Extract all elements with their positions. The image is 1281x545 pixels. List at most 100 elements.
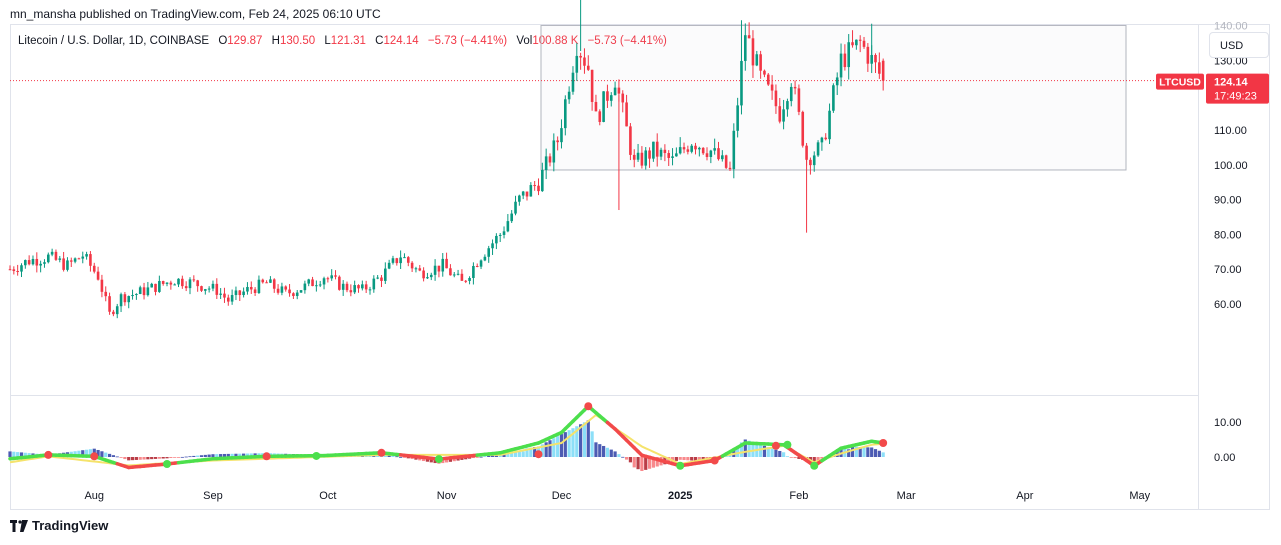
osc-histogram-bar (759, 444, 763, 457)
osc-histogram-bar (23, 452, 27, 457)
candle-body (659, 149, 663, 157)
osc-histogram-bar (567, 430, 571, 457)
osc-histogram-bar (693, 457, 698, 461)
osc-cross-dot (44, 450, 53, 459)
candle-body (338, 276, 341, 290)
osc-histogram-bar (858, 447, 862, 457)
candle-body (261, 279, 265, 283)
osc-histogram-bar (134, 457, 138, 460)
osc-histogram-bar (165, 457, 169, 459)
candle-body (230, 295, 234, 302)
osc-histogram-bar (743, 439, 747, 457)
candle-body (667, 153, 671, 158)
osc-histogram-bar (678, 457, 682, 460)
osc-histogram-bar (709, 457, 713, 462)
osc-histogram-bar (540, 444, 544, 457)
x-tick-label: Oct (319, 490, 336, 502)
candle-body (629, 126, 632, 155)
candle-body (491, 243, 494, 249)
osc-histogram-bar (146, 457, 150, 460)
footer-brand-label: TradingView (32, 518, 109, 533)
candle-body (69, 260, 73, 262)
candle-body (62, 258, 65, 270)
osc-histogram-bar (226, 453, 230, 457)
candle-body (276, 288, 280, 293)
candle-body (92, 265, 96, 272)
osc-histogram-bar (215, 454, 219, 457)
osc-histogram-bar (866, 447, 870, 457)
osc-histogram-bar (594, 442, 598, 457)
candle-body (456, 273, 460, 275)
candle-body (506, 221, 510, 232)
osc-histogram-bar (115, 456, 119, 458)
candle-body (881, 60, 885, 81)
candle-body (204, 289, 207, 291)
candle-body (27, 260, 31, 265)
candle-body (24, 260, 27, 266)
osc-histogram-bar (142, 457, 146, 460)
candle-body (303, 283, 307, 291)
candle-body (598, 111, 602, 122)
candle-body (315, 285, 318, 287)
candle-body (533, 185, 536, 187)
symbol-title[interactable]: Litecoin / U.S. Dollar, 1D, COINBASE (18, 35, 210, 47)
osc-histogram-bar (100, 451, 104, 457)
candle-body (135, 293, 138, 296)
osc-y-tick-label: 0.00 (1214, 452, 1235, 464)
candle-body (410, 262, 414, 269)
osc-histogram-bar (854, 446, 858, 457)
candle-body (58, 258, 62, 260)
osc-histogram-bar (609, 449, 613, 457)
candle-body (751, 38, 755, 66)
candle-body (717, 148, 720, 160)
candle-body (567, 91, 571, 100)
candle-body (223, 293, 226, 298)
candle-body (525, 191, 529, 197)
osc-histogram-bar (847, 449, 851, 457)
osc-histogram-bar (533, 446, 537, 457)
candle-body (479, 260, 483, 267)
candle-body (701, 147, 705, 154)
osc-histogram-bar (579, 424, 583, 457)
candle-body (77, 258, 81, 260)
currency-button[interactable]: USD (1209, 32, 1269, 58)
osc-histogram-bar (387, 454, 391, 457)
candle-body (85, 254, 88, 257)
osc-histogram-bar (785, 456, 790, 458)
osc-histogram-bar (766, 447, 770, 457)
candle-body (460, 273, 464, 281)
candle-body (20, 265, 23, 272)
candle-body (736, 105, 739, 131)
candle-body (326, 278, 330, 280)
osc-histogram-bar (84, 449, 89, 457)
osc-histogram-bar (781, 452, 786, 457)
candle-body (475, 265, 479, 267)
osc-histogram-bar (873, 449, 878, 457)
osc-histogram-bar (487, 455, 491, 457)
osc-histogram-bar (391, 455, 395, 457)
candle-body (169, 282, 173, 285)
change-value: −5.73 (−4.41%) (427, 35, 508, 47)
candle-body (418, 268, 422, 271)
candle-body (498, 234, 502, 236)
osc-histogram-bar (406, 457, 410, 459)
candle-body (311, 279, 314, 287)
candle-body (399, 257, 402, 264)
osc-histogram-bar (184, 456, 188, 458)
osc-cross-dot (262, 452, 271, 461)
footer-brand: TradingView (10, 518, 108, 533)
candle-body (364, 284, 368, 290)
osc-histogram-bar (602, 445, 606, 457)
osc-cross-dot (771, 441, 780, 450)
candle-body (272, 279, 276, 289)
candle-body (249, 286, 253, 290)
tradingview-logo-icon (10, 519, 28, 532)
candle-body (123, 294, 127, 303)
candle-body (487, 248, 491, 257)
candle-body (196, 280, 199, 287)
candle-body (161, 281, 165, 284)
open-value: 129.87 (227, 35, 263, 47)
candle-body (763, 70, 766, 75)
candle-body (115, 306, 119, 315)
